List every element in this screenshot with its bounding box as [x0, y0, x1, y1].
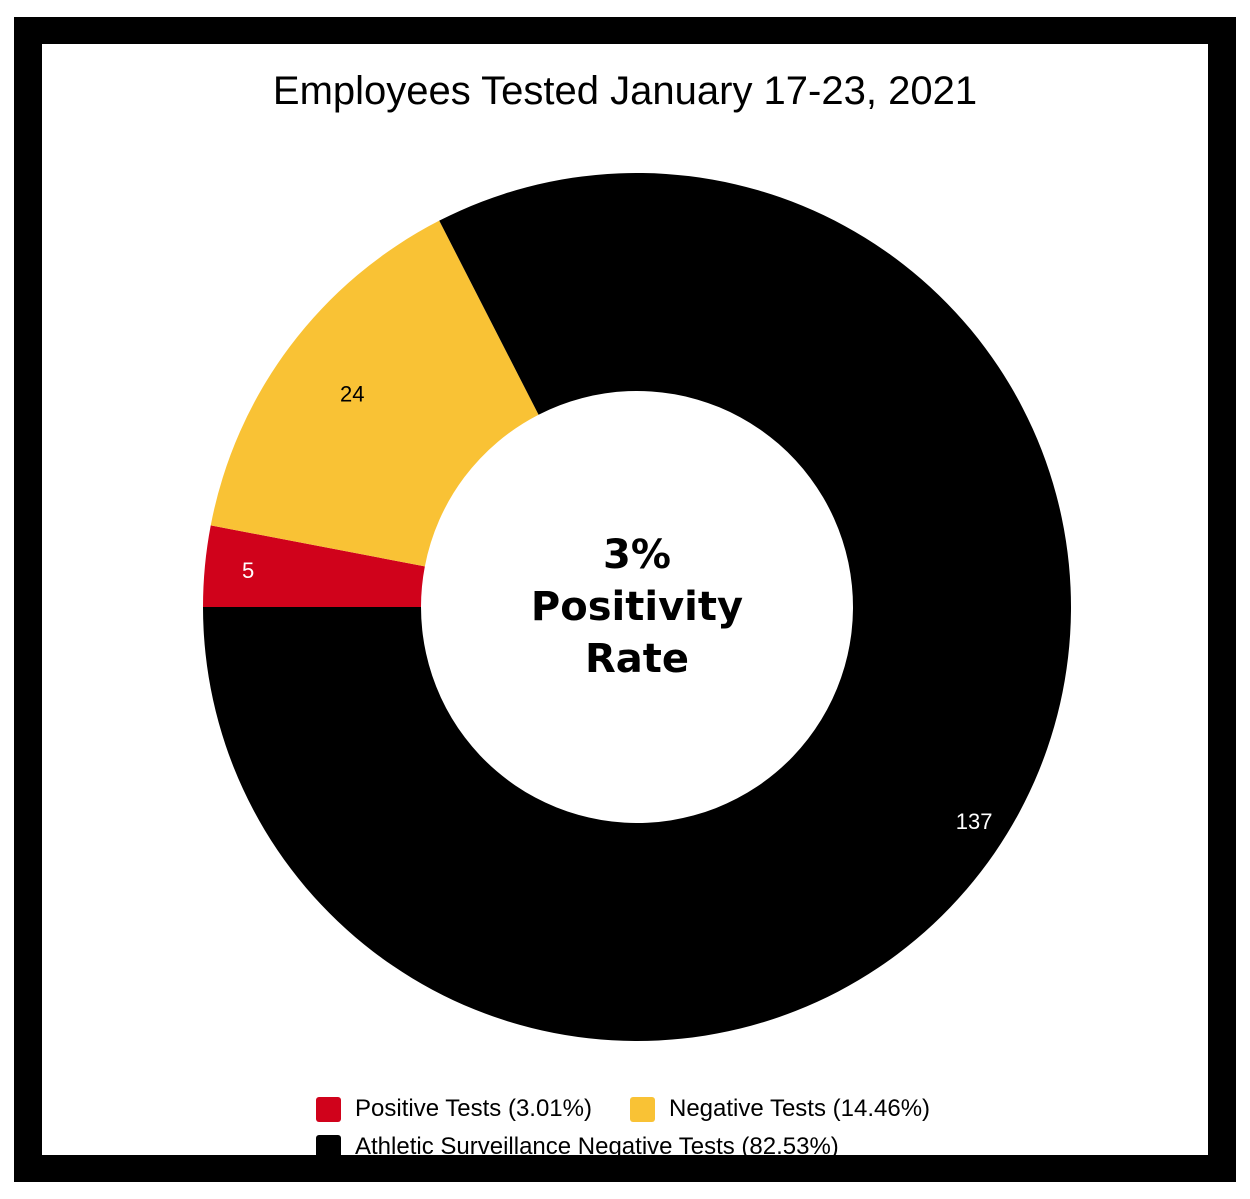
center-text-line-1: 3% [603, 532, 671, 578]
legend-label-positive: Positive Tests (3.01%) [355, 1095, 592, 1122]
data-label-athletic: 137 [956, 809, 993, 834]
legend-item-athletic: Athletic Surveillance Negative Tests (82… [316, 1133, 839, 1161]
donut-slice-athletic [203, 173, 1071, 1041]
legend-item-positive: Positive Tests (3.01%) [316, 1095, 592, 1123]
legend-row: Athletic Surveillance Negative Tests (82… [316, 1128, 968, 1166]
center-text-line-2: Positivity [531, 584, 743, 630]
donut-slice-positive [203, 525, 425, 607]
legend-item-negative: Negative Tests (14.46%) [630, 1095, 930, 1123]
donut-slices [203, 173, 1071, 1041]
chart-legend: Positive Tests (3.01%) Negative Tests (1… [316, 1090, 968, 1166]
donut-slice-negative [210, 220, 539, 567]
chart-title: Employees Tested January 17-23, 2021 [272, 69, 978, 113]
legend-label-athletic: Athletic Surveillance Negative Tests (82… [355, 1133, 839, 1160]
chart-frame: Employees Tested January 17-23, 2021 5 24… [14, 17, 1236, 1182]
legend-row: Positive Tests (3.01%) Negative Tests (1… [316, 1090, 968, 1128]
data-label-negative: 24 [340, 381, 364, 406]
donut-data-labels: 5 24 137 [242, 381, 992, 833]
legend-swatch-athletic [316, 1134, 341, 1160]
legend-swatch-negative [630, 1096, 655, 1122]
center-text-line-3: Rate [585, 636, 689, 682]
legend-swatch-positive [316, 1096, 341, 1122]
chart-panel: Employees Tested January 17-23, 2021 5 24… [42, 44, 1208, 1160]
legend-label-negative: Negative Tests (14.46%) [669, 1095, 931, 1122]
donut-chart: 5 24 137 3% Positivity Rate [203, 173, 1071, 1041]
data-label-positive: 5 [242, 558, 254, 583]
